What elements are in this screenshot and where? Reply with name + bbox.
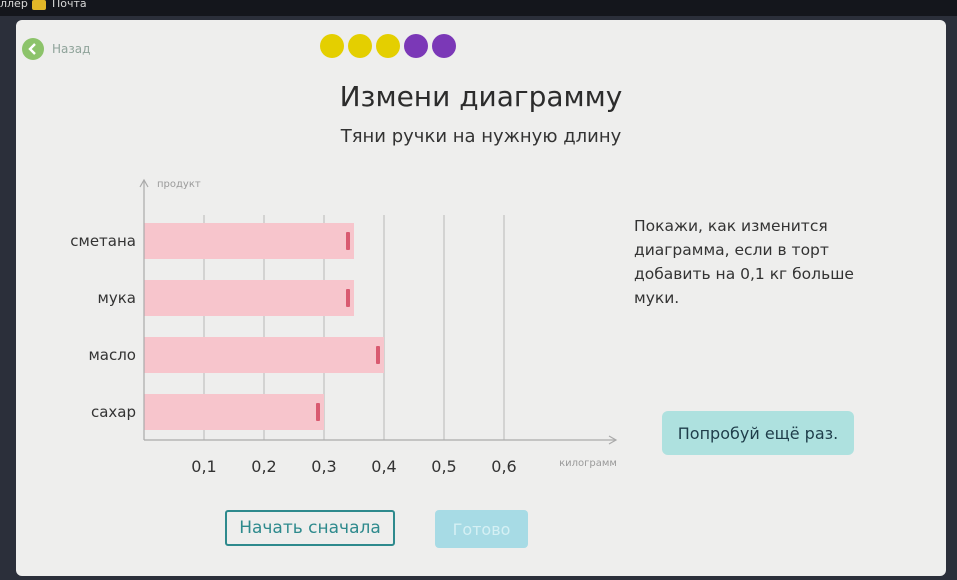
- x-tick-label: 0,5: [431, 457, 456, 476]
- bar-2: [144, 337, 384, 373]
- x-tick-label: 0,6: [491, 457, 516, 476]
- category-label: сахар: [91, 403, 136, 421]
- progress-dots: [320, 34, 456, 58]
- category-label: сметана: [70, 232, 136, 250]
- x-tick-label: 0,2: [251, 457, 276, 476]
- bar-handle[interactable]: [346, 289, 350, 307]
- progress-dot: [404, 34, 428, 58]
- bar-handle[interactable]: [346, 232, 350, 250]
- bar-chart: сметана мука масло сахар 0,1 0,2 0,3 0,4 0,5 0,6 к…: [70, 178, 618, 476]
- bar-1: [144, 280, 354, 316]
- progress-dot: [376, 34, 400, 58]
- back-arrow-icon: [22, 38, 44, 60]
- task-instruction: Покажи, как изменится диаграмма, если в …: [634, 217, 854, 307]
- bar-handle[interactable]: [376, 346, 380, 364]
- x-axis-label: килограмм: [559, 458, 617, 469]
- category-label: мука: [98, 289, 136, 307]
- page-subtitle: Тяни ручки на нужную длину: [340, 126, 622, 147]
- try-again-button[interactable]: Попробуй ещё раз.: [662, 411, 854, 455]
- progress-dot: [320, 34, 344, 58]
- mail-icon: [32, 0, 46, 10]
- bar-handle[interactable]: [316, 403, 320, 421]
- x-tick-label: 0,4: [371, 457, 396, 476]
- restart-button[interactable]: Начать сначала: [225, 510, 395, 546]
- back-button[interactable]: Назад: [22, 38, 90, 60]
- bar-3: [144, 394, 324, 430]
- done-button: Готово: [435, 510, 528, 548]
- progress-dot: [432, 34, 456, 58]
- x-tick-label: 0,3: [311, 457, 336, 476]
- x-tick-label: 0,1: [191, 457, 216, 476]
- bookmark-mail[interactable]: Почта: [52, 0, 87, 10]
- y-axis-arrow: [139, 178, 149, 188]
- y-axis-label: продукт: [157, 179, 201, 190]
- category-label: масло: [88, 346, 136, 364]
- browser-bookmarks-bar: ллер Почта: [0, 0, 957, 16]
- progress-dot: [348, 34, 372, 58]
- x-axis-arrow: [608, 435, 618, 445]
- back-label: Назад: [52, 42, 91, 56]
- task-screen: Назад Измени диаграмму Тяни ручки на нуж…: [16, 20, 946, 576]
- bookmark-1[interactable]: ллер: [0, 0, 28, 10]
- page-title: Измени диаграмму: [339, 80, 623, 113]
- bar-0: [144, 223, 354, 259]
